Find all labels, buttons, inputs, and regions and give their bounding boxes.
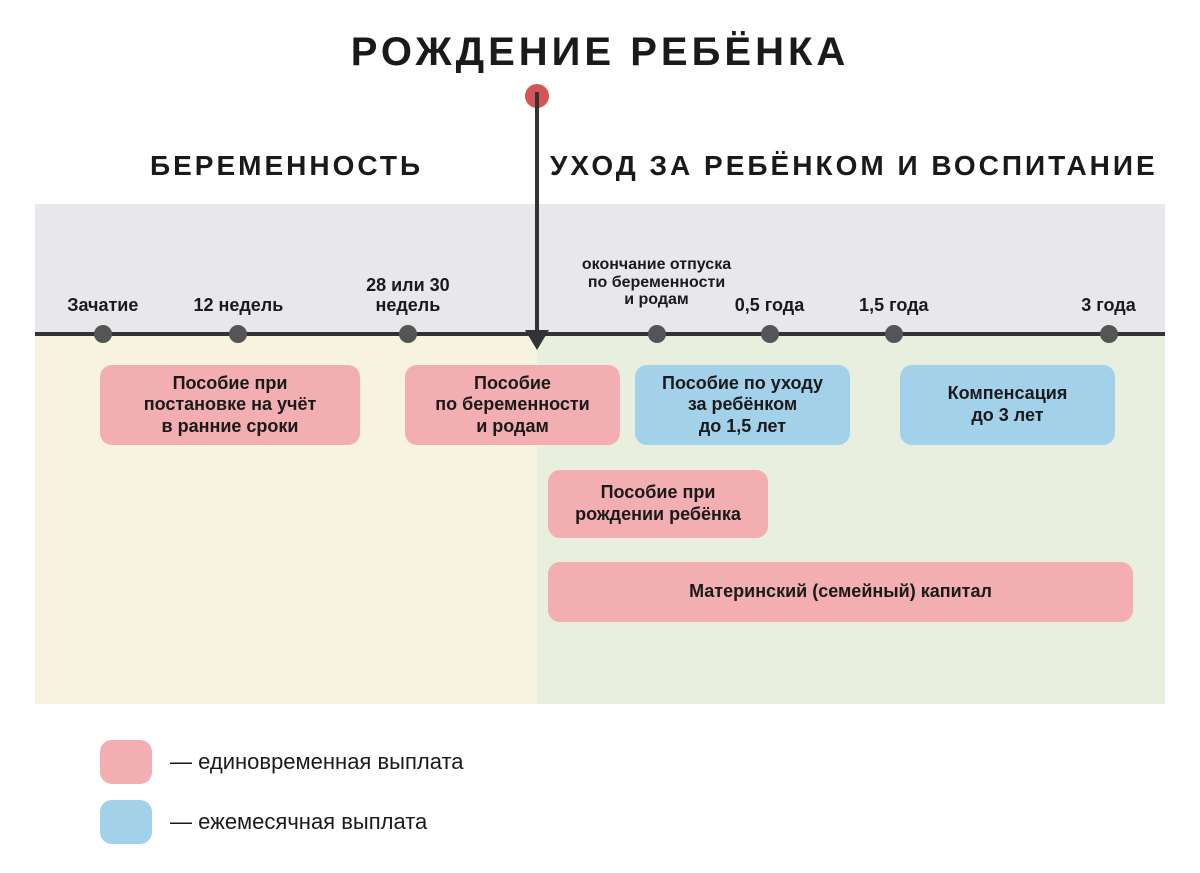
- benefit-box: Пособие по уходу за ребёнком до 1,5 лет: [635, 365, 850, 445]
- legend-text: — ежемесячная выплата: [170, 809, 427, 835]
- timeline-dot: [229, 325, 247, 343]
- main-title: РОЖДЕНИЕ РЕБЁНКА: [351, 30, 850, 75]
- timeline-dot: [761, 325, 779, 343]
- timeline-label: 0,5 года: [735, 296, 804, 316]
- legend-swatch: [100, 740, 152, 784]
- legend-row: — единовременная выплата: [100, 740, 464, 784]
- timeline-dot: [885, 325, 903, 343]
- legend-row: — ежемесячная выплата: [100, 800, 427, 844]
- timeline-label: 12 недель: [193, 296, 283, 316]
- benefit-box: Пособие при рождении ребёнка: [548, 470, 768, 538]
- timeline-label: Зачатие: [67, 296, 138, 316]
- benefit-box: Пособие по беременности и родам: [405, 365, 620, 445]
- timeline-dot: [94, 325, 112, 343]
- timeline-dot: [648, 325, 666, 343]
- benefit-box: Материнский (семейный) капитал: [548, 562, 1133, 622]
- section-pregnancy: БЕРЕМЕННОСТЬ: [150, 150, 423, 182]
- benefit-box: Пособие при постановке на учёт в ранние …: [100, 365, 360, 445]
- timeline-axis: [35, 332, 1165, 336]
- timeline-label: 1,5 года: [859, 296, 928, 316]
- legend-text: — единовременная выплата: [170, 749, 464, 775]
- timeline-label: 3 года: [1081, 296, 1135, 316]
- timeline-label: 28 или 30 недель: [366, 276, 450, 316]
- timeline-dot: [399, 325, 417, 343]
- section-childcare: УХОД ЗА РЕБЁНКОМ И ВОСПИТАНИЕ: [550, 150, 1158, 182]
- benefit-box: Компенсация до 3 лет: [900, 365, 1115, 445]
- timeline-dot: [1100, 325, 1118, 343]
- timeline-label: окончание отпуска по беременности и рода…: [582, 256, 731, 309]
- birth-line: [535, 92, 539, 332]
- birth-arrow-icon: [525, 330, 549, 350]
- legend-swatch: [100, 800, 152, 844]
